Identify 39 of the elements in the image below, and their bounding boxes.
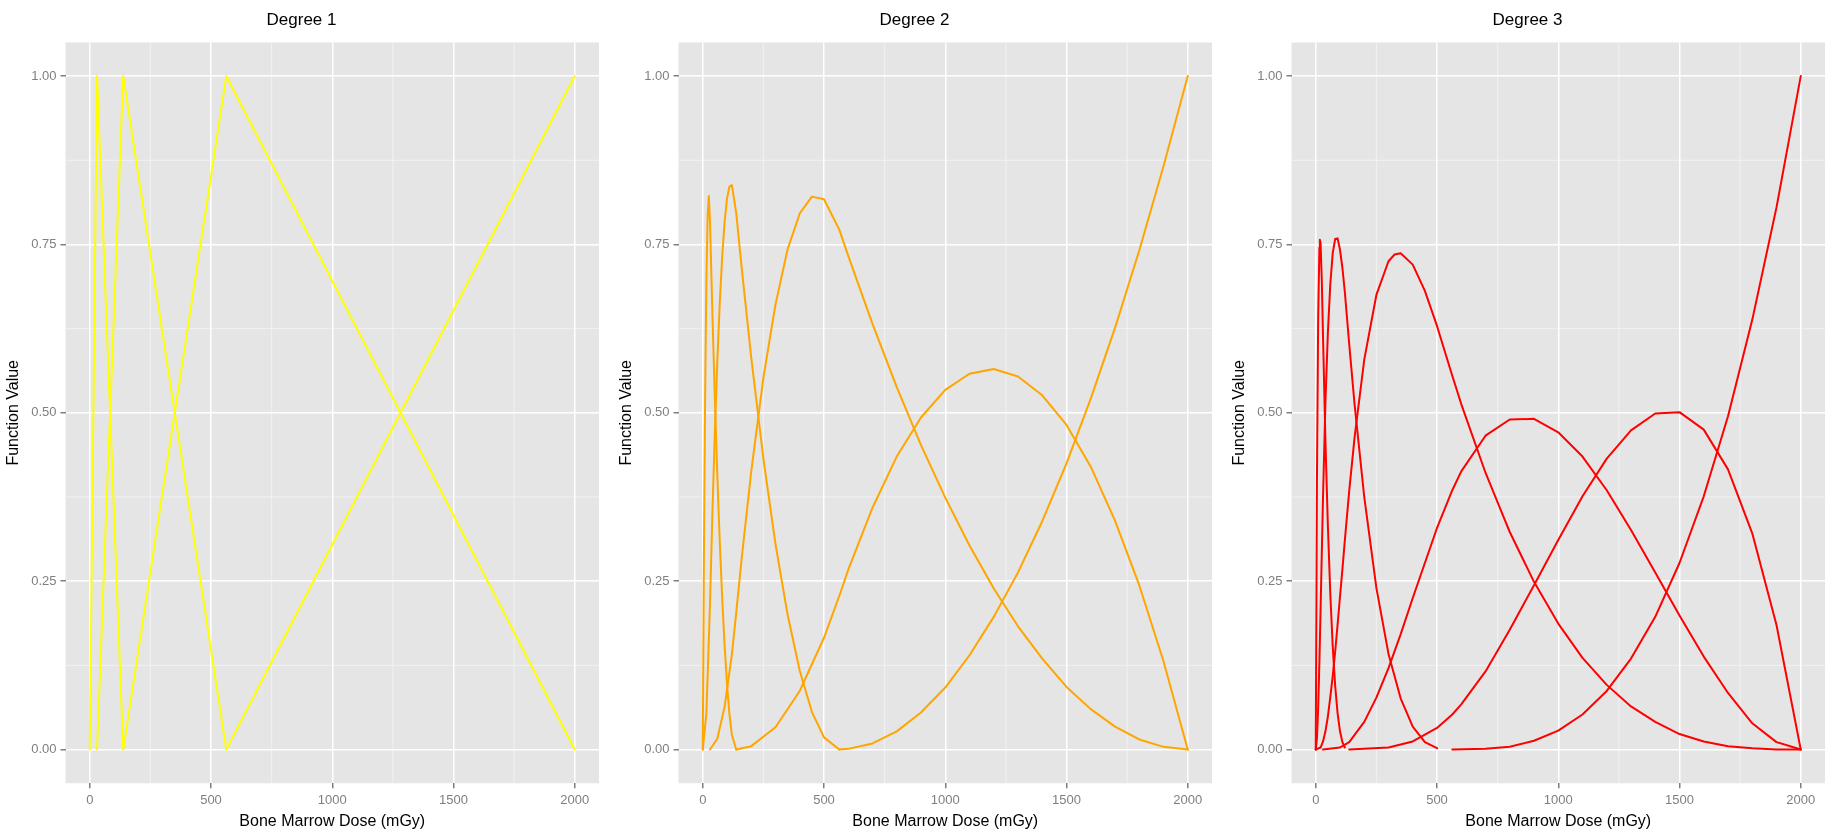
x-tick-label: 500: [1426, 791, 1448, 807]
x-axis-title: Bone Marrow Dose (mGy): [1465, 811, 1652, 829]
y-tick-label: 0.50: [644, 404, 670, 420]
y-tick-label: 0.00: [1257, 741, 1283, 757]
x-tick-label: 2000: [560, 791, 590, 807]
y-tick-label: 0.00: [31, 741, 57, 757]
chart-title: Degree 1: [266, 9, 337, 29]
y-axis-title: Function Value: [4, 359, 22, 466]
x-tick-label: 500: [200, 791, 222, 807]
y-tick-label: 1.00: [31, 67, 57, 83]
x-tick-label: 0: [1312, 791, 1320, 807]
y-tick-label: 0.00: [644, 741, 670, 757]
x-tick-label: 1500: [439, 791, 468, 807]
x-tick-label: 0: [699, 791, 707, 807]
x-tick-label: 1500: [1052, 791, 1081, 807]
y-tick-label: 0.75: [31, 236, 57, 252]
x-axis-title: Bone Marrow Dose (mGy): [852, 811, 1039, 829]
y-tick-label: 1.00: [1257, 67, 1283, 83]
x-tick-label: 2000: [1786, 791, 1816, 807]
y-tick-label: 1.00: [644, 67, 670, 83]
y-tick-label: 0.25: [31, 572, 57, 588]
y-tick-label: 0.75: [644, 236, 670, 252]
y-tick-label: 0.50: [1257, 404, 1283, 420]
x-tick-label: 2000: [1173, 791, 1203, 807]
x-tick-label: 1000: [317, 791, 347, 807]
y-tick-label: 0.75: [1257, 236, 1283, 252]
x-tick-label: 0: [86, 791, 94, 807]
x-tick-label: 500: [813, 791, 835, 807]
x-tick-label: 1000: [930, 791, 960, 807]
y-tick-label: 0.25: [1257, 572, 1283, 588]
chart-title: Degree 2: [879, 9, 950, 29]
x-axis-title: Bone Marrow Dose (mGy): [239, 811, 426, 829]
y-axis-title: Function Value: [1230, 359, 1248, 466]
x-tick-label: 1000: [1543, 791, 1573, 807]
x-tick-label: 1500: [1665, 791, 1694, 807]
y-tick-label: 0.50: [31, 404, 57, 420]
y-tick-label: 0.25: [644, 572, 670, 588]
y-axis-title: Function Value: [617, 359, 635, 466]
chart-title: Degree 3: [1492, 9, 1563, 29]
